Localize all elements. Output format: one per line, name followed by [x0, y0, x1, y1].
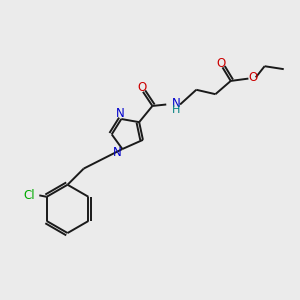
Text: Cl: Cl — [23, 189, 35, 202]
Text: O: O — [216, 57, 226, 70]
Text: O: O — [137, 81, 146, 94]
Text: H: H — [172, 105, 181, 115]
Text: N: N — [172, 97, 181, 110]
Text: O: O — [248, 71, 257, 84]
Text: N: N — [116, 107, 124, 120]
Text: N: N — [113, 146, 122, 159]
